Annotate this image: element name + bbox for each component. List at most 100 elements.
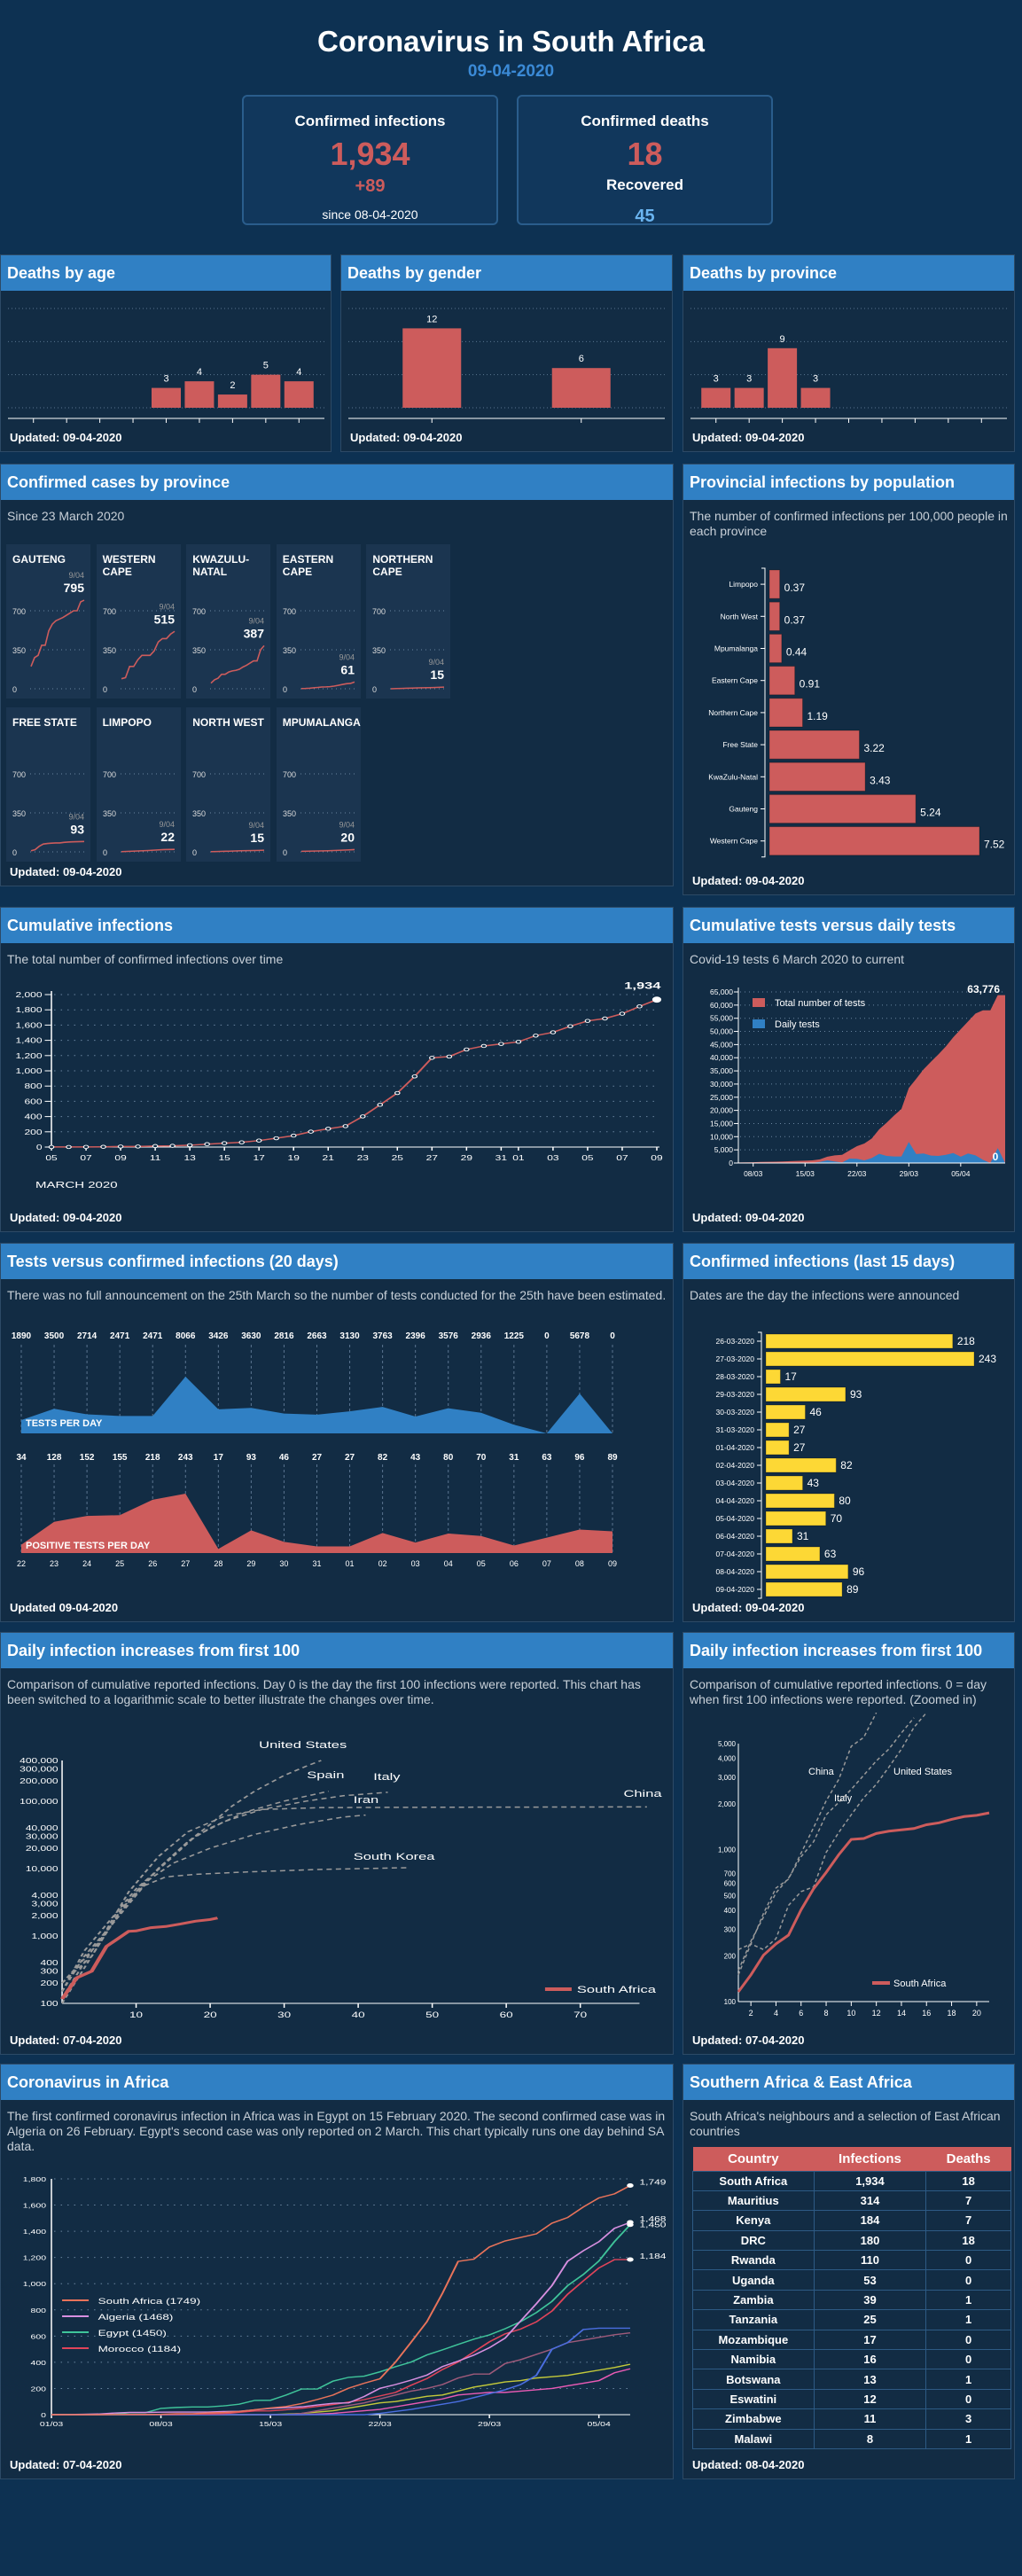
x-tick-label: 19 [288, 1155, 300, 1163]
end-label: 1,468 [639, 2216, 666, 2224]
series-line [51, 2221, 631, 2416]
y-tick-label: 350 [192, 646, 206, 655]
x-axis-title: MARCH 2020 [35, 1180, 118, 1190]
tests-vs-positive-chart: 1890 34 22 3500 128 23 2714 152 24 2471 155 25 2471 2… [12, 1331, 618, 1568]
province-card: NORTH WEST 0 350 700 9/04 15 [186, 707, 271, 862]
x-tick-label: 29/03 [900, 1169, 919, 1178]
positive-value-label: 43 [410, 1453, 421, 1463]
bar [152, 387, 181, 408]
table-row: Rwanda 110 0 [692, 2250, 1011, 2271]
y-tick-label: 700 [283, 607, 296, 616]
x-tick-label: 25 [115, 1559, 124, 1568]
y-tick-label: 0 [192, 848, 197, 857]
series-line [51, 999, 658, 1148]
table-cell: Zimbabwe [692, 2408, 815, 2430]
bar [765, 1564, 849, 1580]
bar-value-label: 46 [809, 1406, 822, 1418]
table-cell: DRC [692, 2229, 815, 2252]
updated-label: Updated: 09-04-2020 [692, 874, 805, 887]
y-tick-label: 1,000 [718, 1846, 737, 1854]
y-tick-label: 20,000 [710, 1106, 733, 1115]
x-tick-label: 03 [411, 1559, 420, 1568]
updated-label: Updated: 07-04-2020 [10, 2033, 122, 2047]
cumulative-panel: Cumulative infections The total number o… [0, 907, 674, 1232]
y-tick-label: 200,000 [20, 1778, 59, 1786]
y-tick-label: 200 [41, 1980, 59, 1988]
table-cell: 53 [813, 2269, 927, 2291]
bar-value-label: 4 [296, 367, 301, 378]
y-tick-label: 10,000 [26, 1866, 59, 1874]
data-point [411, 1074, 418, 1079]
x-tick-label: 12 [872, 2009, 881, 2018]
province-name: FREE STATE [12, 716, 77, 729]
bar [768, 698, 804, 728]
y-tick-label: 01-04-2020 [716, 1443, 755, 1452]
y-tick-label: 0 [103, 685, 107, 694]
bar-value-label: 3 [813, 374, 818, 385]
tests-value-label: 2936 [472, 1331, 492, 1341]
series-line-south-korea [61, 1867, 410, 2004]
table-cell: Zambia [692, 2289, 815, 2311]
y-tick-label: 07-04-2020 [716, 1550, 755, 1558]
last15-panel: Confirmed infections (last 15 days) Date… [683, 1243, 1015, 1622]
table-row: Eswatini 12 0 [692, 2388, 1011, 2410]
bar [765, 1422, 790, 1438]
data-point [602, 1016, 608, 1021]
table-row: DRC 180 18 [692, 2229, 1011, 2252]
x-tick-label: 01/03 [40, 2421, 63, 2428]
data-point [152, 1144, 159, 1149]
x-tick-label: 30 [279, 1559, 288, 1568]
y-tick-label: 350 [12, 646, 26, 655]
positive-value-label: 218 [145, 1453, 160, 1463]
page-title: Coronavirus in South Africa [317, 25, 705, 58]
table-cell: 8 [813, 2428, 927, 2449]
y-tick-label: 100,000 [20, 1799, 59, 1807]
x-tick-label: 20 [204, 2011, 217, 2019]
deaths-by-age-chart: 0-1011-2021-3031-4041-50351-60461-70271-… [8, 308, 324, 434]
bar-value-label: 31 [797, 1530, 809, 1542]
data-point [533, 1034, 539, 1038]
table-row: Zimbabwe 11 3 [692, 2408, 1011, 2430]
last-value-label: 61 [340, 662, 355, 676]
y-tick-label: 4,000 [718, 1755, 737, 1763]
bar-value-label: 89 [846, 1583, 859, 1596]
y-tick-label: Free State [722, 740, 758, 749]
africa-chart: 0 200 400 600 800 1,000 1,200 1,400 1,600 1,800 01… [23, 2176, 667, 2428]
positive-value-label: 17 [214, 1453, 224, 1463]
series-label: China [808, 1767, 835, 1777]
bar-value-label: 0.91 [800, 678, 821, 691]
positive-value-label: 155 [113, 1453, 128, 1463]
date-label: 9/04 [68, 571, 84, 580]
series-line [51, 2184, 631, 2416]
y-tick-label: 200 [724, 1952, 737, 1960]
bar-value-label: 243 [979, 1353, 996, 1365]
updated-label: Updated: 09-04-2020 [692, 431, 805, 444]
end-point [627, 2257, 634, 2262]
bar [734, 387, 764, 408]
y-tick-label: 0 [41, 2412, 46, 2419]
x-tick-label: 15/03 [796, 1169, 815, 1178]
end-point [627, 2183, 634, 2189]
x-tick-label: 10 [846, 2009, 855, 2018]
x-tick-label: 6 [799, 2009, 803, 2018]
from100-zoom-panel: Daily infection increases from first 100… [683, 1632, 1015, 2055]
x-tick-label: 27 [426, 1155, 439, 1163]
table-cell: Tanzania [692, 2309, 815, 2330]
y-tick-label: 100 [724, 1998, 737, 2006]
table-cell: 0 [925, 2250, 1011, 2271]
y-tick-label: 15,000 [710, 1119, 733, 1128]
sparkline [211, 849, 265, 853]
legend-label: Egypt (1450) [98, 2330, 167, 2338]
x-tick-label: 29 [461, 1155, 473, 1163]
y-tick-label: 0 [192, 685, 197, 694]
tests-value-label: 3763 [372, 1331, 393, 1341]
tests-value-label: 3630 [241, 1331, 261, 1341]
tests-value-label: 5678 [570, 1331, 590, 1341]
updated-label: Updated 09-04-2020 [10, 1601, 119, 1614]
legend-label: Morocco (1184) [98, 2346, 182, 2354]
x-tick-label: 16 [922, 2009, 931, 2018]
positive-value-label: 34 [16, 1453, 27, 1463]
bar [217, 394, 247, 408]
data-point [100, 1144, 106, 1149]
